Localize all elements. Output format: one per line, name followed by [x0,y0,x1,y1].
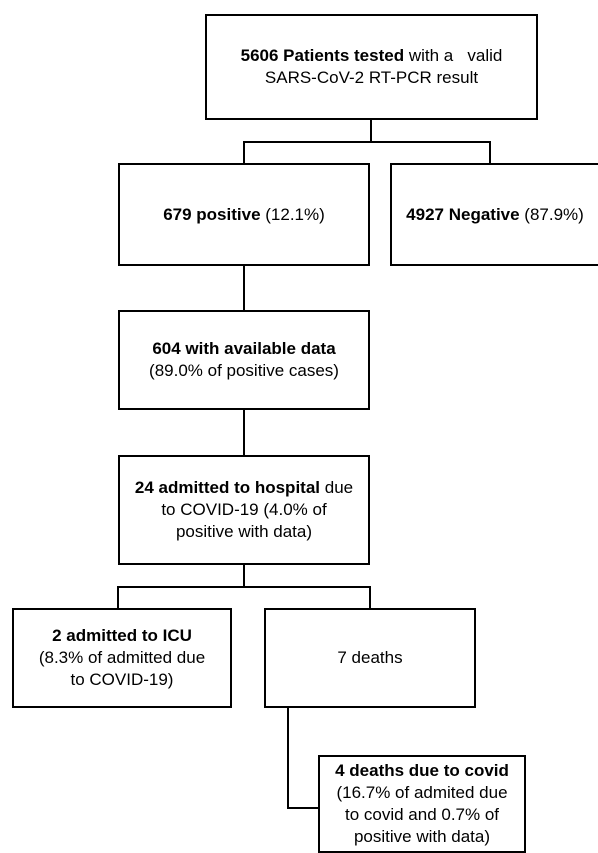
covid-deaths-count-label: 4 deaths due to covid [335,761,509,780]
covid-deaths-line2-label: (16.7% of admited due [336,783,508,802]
icu-count-label: 2 admitted to ICU [52,626,192,645]
available-count-label: 604 with available data [152,339,336,358]
box-admitted-hospital: 24 admitted to hospital due to COVID-19 … [118,455,370,565]
admitted-line3-label: positive with data) [175,522,313,541]
box-covid-deaths: 4 deaths due to covid (16.7% of admited … [318,755,526,853]
negative-count-label: 4927 Negative [406,204,520,224]
positive-count-label: 679 positive [163,204,261,224]
tested-rest-label: with a valid [404,46,503,65]
deaths-label: 7 deaths [337,648,403,667]
box-deaths: 7 deaths [264,608,476,708]
positive-percent-label: (12.1%) [260,204,325,224]
icu-line2-label: (8.3% of admitted due [38,648,206,667]
box-available-data: 604 with available data (89.0% of positi… [118,310,370,410]
tested-count-label: 5606 Patients tested [240,46,405,65]
covid-deaths-line3-label: to covid and 0.7% of [344,805,500,824]
box-admitted-icu: 2 admitted to ICU (8.3% of admitted due … [12,608,232,708]
icu-line3-label: to COVID-19) [70,670,174,689]
covid-deaths-line4-label: positive with data) [353,827,491,846]
admitted-line2-label: to COVID-19 (4.0% of [161,500,327,519]
admitted-count-label: 24 admitted to hospital [134,478,321,497]
admitted-rest-label: due [320,478,354,497]
available-percent-label: (89.0% of positive cases) [149,361,339,380]
tested-line2-label: SARS-CoV-2 RT-PCR result [264,68,479,87]
box-negative: 4927 Negative (87.9%) [390,163,598,266]
box-positive: 679 positive (12.1%) [118,163,370,266]
negative-percent-label: (87.9%) [519,204,584,224]
box-patients-tested: 5606 Patients tested with a valid SARS-C… [205,14,538,120]
